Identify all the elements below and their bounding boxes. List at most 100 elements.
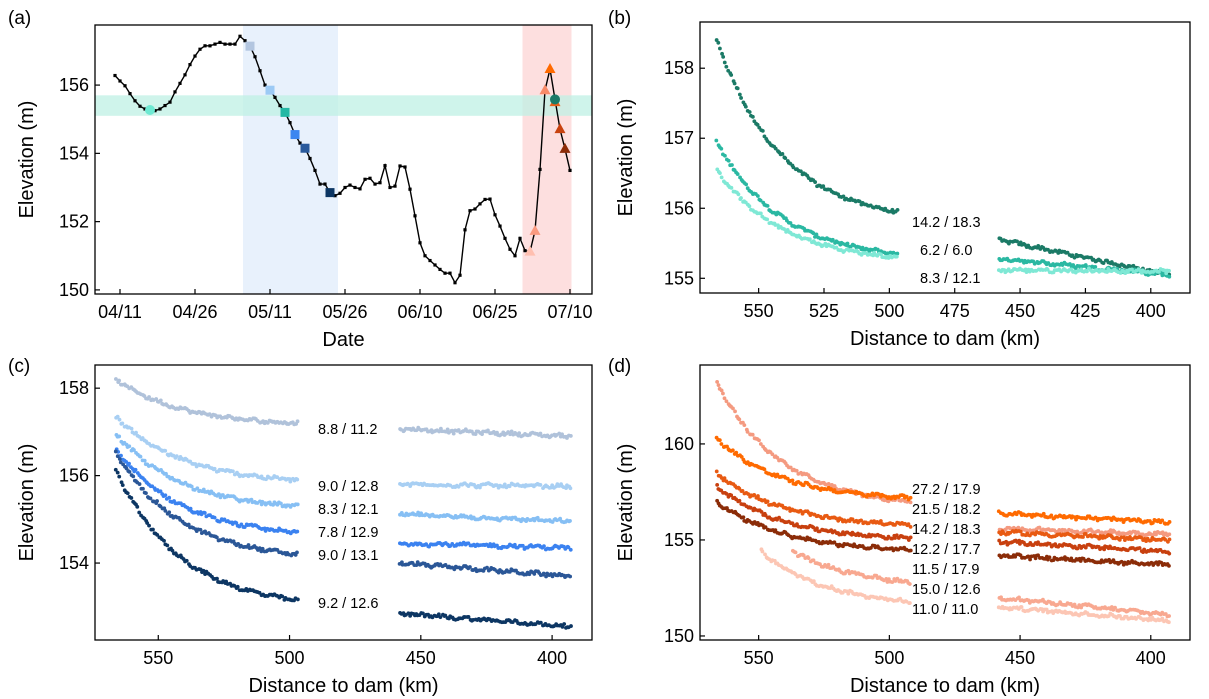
data-point (744, 182, 749, 187)
data-point (829, 487, 833, 491)
x-tick-label: 400 (537, 648, 567, 668)
data-point (523, 249, 527, 253)
data-point (295, 502, 300, 507)
data-point (568, 486, 573, 491)
data-point (263, 83, 267, 87)
data-point (542, 544, 546, 548)
data-point (735, 86, 740, 91)
data-point (732, 81, 737, 86)
data-point (414, 563, 419, 568)
data-point (184, 558, 189, 563)
series-label: 15.0 / 12.6 (912, 582, 981, 598)
data-point (318, 182, 322, 186)
data-point (904, 494, 909, 499)
data-point (438, 267, 442, 272)
y-tick-label: 157 (664, 128, 694, 148)
data-point (138, 454, 143, 459)
x-tick-label: 500 (275, 648, 305, 668)
data-point (114, 377, 118, 381)
data-point (358, 187, 362, 191)
data-point (1167, 532, 1172, 537)
series-label: 7.8 / 12.9 (318, 525, 378, 541)
data-point (894, 254, 899, 259)
highlight-band (95, 95, 592, 116)
series-3 (715, 167, 1171, 276)
data-point (295, 550, 299, 555)
data-point (806, 556, 811, 561)
data-point (257, 546, 262, 551)
data-point (783, 156, 788, 161)
marker-triangle (529, 224, 541, 235)
data-point (760, 128, 765, 133)
data-point (413, 214, 417, 218)
marker-triangle (559, 142, 571, 153)
x-tick-label: 06/25 (472, 302, 517, 322)
data-point (115, 454, 120, 459)
data-point (743, 104, 748, 109)
y-tick-label: 154 (59, 553, 89, 573)
data-point (826, 562, 831, 567)
data-point (212, 466, 217, 471)
data-point (714, 469, 719, 474)
data-point (777, 515, 781, 520)
data-point (736, 192, 741, 197)
data-point (253, 55, 257, 59)
data-point (502, 482, 507, 487)
data-point (508, 247, 512, 251)
data-point (131, 474, 136, 479)
axes-frame (94, 24, 593, 295)
x-tick-label: 04/11 (98, 302, 142, 322)
series-label: 8.3 / 12.1 (318, 502, 378, 518)
data-point (762, 467, 767, 472)
data-point (443, 563, 448, 567)
data-point (201, 568, 206, 573)
data-point (780, 152, 785, 156)
series-6 (790, 548, 1171, 619)
data-point (137, 510, 142, 515)
data-point (908, 495, 913, 500)
y-tick-label: 156 (664, 198, 694, 218)
data-point (466, 615, 471, 619)
y-tick-label: 155 (664, 268, 694, 288)
data-point (755, 194, 760, 198)
data-point (782, 227, 786, 231)
data-point (908, 548, 913, 553)
data-point (280, 594, 285, 599)
data-point (1142, 547, 1147, 552)
data-point (383, 164, 387, 168)
data-point (1150, 548, 1155, 553)
plot-area (714, 379, 1172, 625)
data-point (428, 258, 432, 263)
y-tick-label: 160 (664, 434, 694, 454)
data-point (189, 484, 194, 489)
data-point (120, 483, 125, 488)
data-point (517, 431, 522, 436)
data-point (734, 450, 739, 455)
data-point (544, 574, 548, 579)
data-point (1167, 268, 1171, 273)
data-point (295, 477, 300, 482)
data-point (450, 428, 455, 433)
data-point (566, 545, 571, 550)
data-point (731, 406, 735, 411)
data-point (1137, 546, 1142, 550)
data-point (1016, 525, 1021, 530)
data-point (1044, 607, 1049, 612)
y-tick-label: 156 (59, 466, 89, 486)
data-point (763, 525, 768, 530)
marker-square (325, 188, 335, 198)
data-point (188, 62, 192, 67)
data-point (759, 509, 764, 514)
data-point (890, 207, 895, 212)
data-point (841, 194, 846, 199)
data-point (718, 46, 722, 51)
data-point (323, 182, 327, 186)
x-tick-label: 475 (940, 301, 970, 321)
data-point (144, 491, 148, 496)
data-point (165, 543, 170, 548)
data-point (137, 434, 142, 439)
data-point (508, 432, 512, 437)
x-axis-label: Distance to dam (km) (850, 675, 1040, 697)
data-point (212, 515, 217, 520)
data-point (453, 281, 457, 285)
